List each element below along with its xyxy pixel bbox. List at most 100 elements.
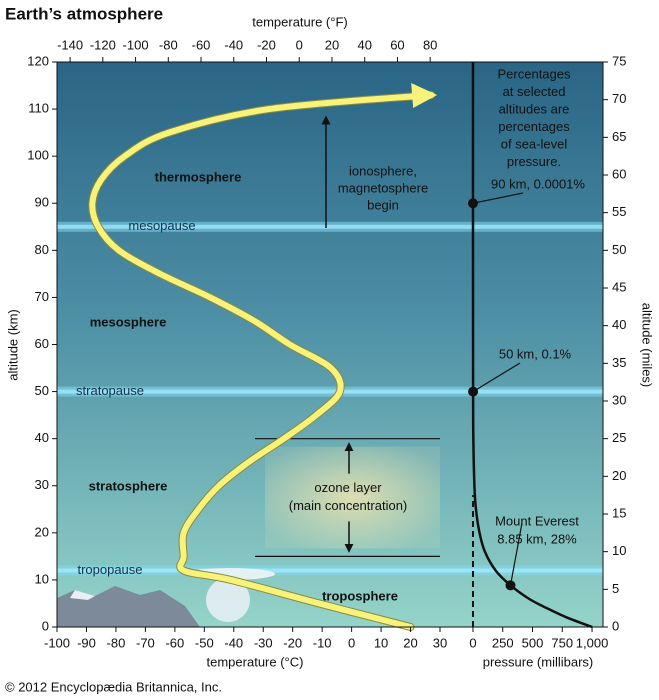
y-tick-label: 50 <box>35 383 49 398</box>
y-tick-label: 30 <box>35 477 49 492</box>
y2-tick-label: 55 <box>612 204 626 219</box>
layer-label: thermosphere <box>155 169 242 184</box>
y-tick-label: 90 <box>35 195 49 210</box>
y2-tick-label: 40 <box>612 317 626 332</box>
y2-tick-label: 70 <box>612 91 626 106</box>
x-tick-label: -70 <box>136 635 155 650</box>
x-tick-label: 20 <box>403 635 417 650</box>
x2-tick-label: 80 <box>423 37 437 52</box>
ionosphere-label: begin <box>367 197 399 212</box>
y2-tick-label: 65 <box>612 129 626 144</box>
x-tick-label: -50 <box>195 635 214 650</box>
boundary-label: mesopause <box>128 218 195 233</box>
x2-tick-label: -100 <box>123 37 149 52</box>
y2-axis-label: altitude (miles) <box>640 303 655 388</box>
temperature-line <box>89 91 435 630</box>
point-leader <box>472 192 524 204</box>
y-tick-label: 110 <box>28 101 49 116</box>
x-tick-label: -100 <box>44 635 70 650</box>
boundary-label: stratopause <box>76 383 144 398</box>
x-tick-label: 0 <box>348 635 355 650</box>
x-tick-label: -60 <box>165 635 184 650</box>
y2-tick-label: 15 <box>612 505 626 520</box>
copyright: © 2012 Encyclopædia Britannica, Inc. <box>5 679 222 694</box>
note: altitudes are <box>499 101 570 116</box>
x2-tick-label: -120 <box>90 37 116 52</box>
x2-tick-label: -20 <box>257 37 276 52</box>
point-label: 50 km, 0.1% <box>499 346 572 361</box>
y-tick-label: 80 <box>35 242 49 257</box>
layer-label: mesosphere <box>90 314 167 329</box>
pressure-axis-label: pressure (millibars) <box>483 654 594 669</box>
y2-tick-label: 20 <box>612 468 626 483</box>
y-tick-label: 100 <box>27 148 49 163</box>
note: pressure. <box>507 154 561 169</box>
ionosphere-label: ionosphere, <box>349 163 417 178</box>
pressure-tick-label: 1,000 <box>576 635 609 650</box>
y-axis-label: altitude (km) <box>5 309 20 381</box>
boundary-label: tropopause <box>77 562 142 577</box>
x2-tick-label: -80 <box>159 37 178 52</box>
y-tick-label: 0 <box>42 618 49 633</box>
pressure-tick-label: 0 <box>469 635 476 650</box>
title: Earth’s atmosphere <box>5 4 163 23</box>
y2-tick-label: 50 <box>612 242 626 257</box>
y-tick-label: 10 <box>35 571 49 586</box>
note: at selected <box>503 84 566 99</box>
y2-tick-label: 75 <box>612 53 626 68</box>
x-tick-label: -40 <box>224 635 243 650</box>
x-tick-label: -20 <box>283 635 302 650</box>
note: percentages <box>498 119 570 134</box>
pressure-point <box>505 580 516 591</box>
x2-tick-label: 60 <box>390 37 404 52</box>
x-tick-label: -10 <box>313 635 332 650</box>
layer-label: troposphere <box>322 588 398 603</box>
ozone-label: (main concentration) <box>289 498 408 513</box>
x2-tick-label: -140 <box>57 37 83 52</box>
y2-tick-label: 5 <box>612 581 619 596</box>
x2-tick-label: 0 <box>296 37 303 52</box>
pressure-point <box>467 198 478 209</box>
x-tick-label: -30 <box>254 635 273 650</box>
y2-tick-label: 60 <box>612 166 626 181</box>
note: Percentages <box>498 66 571 81</box>
boundary-core <box>57 568 603 573</box>
x-tick-label: 30 <box>433 635 447 650</box>
x2-tick-label: 20 <box>325 37 339 52</box>
x-tick-label: 10 <box>374 635 388 650</box>
snow <box>70 590 95 600</box>
ozone-label: ozone layer <box>314 480 382 495</box>
y2-tick-label: 45 <box>612 279 626 294</box>
temperature-arrowhead <box>411 82 438 108</box>
y2-tick-label: 35 <box>612 355 626 370</box>
note: of sea-level <box>501 136 568 151</box>
pressure-line <box>471 61 593 629</box>
x2-tick-label: 40 <box>357 37 371 52</box>
x-axis-label: temperature (°C) <box>207 654 304 669</box>
x2-tick-label: -40 <box>224 37 243 52</box>
y2-tick-label: 25 <box>612 430 626 445</box>
point-leader <box>472 362 521 393</box>
x2-axis-label: temperature (°F) <box>252 14 348 29</box>
y-tick-label: 60 <box>35 336 49 351</box>
y-tick-label: 20 <box>35 524 49 539</box>
cloud <box>206 578 250 622</box>
point-label: Mount Everest <box>495 513 579 528</box>
y2-tick-label: 30 <box>612 392 626 407</box>
pressure-point <box>468 386 479 397</box>
ozone-box <box>265 446 440 549</box>
point-leader <box>509 522 523 586</box>
boundary-core <box>57 224 603 229</box>
point-label: 8.85 km, 28% <box>497 531 577 546</box>
y-tick-label: 120 <box>27 53 49 68</box>
y-tick-label: 70 <box>35 289 49 304</box>
boundary-core <box>57 389 603 394</box>
pressure-tick-label: 750 <box>551 635 573 650</box>
layer-label: stratosphere <box>89 478 168 493</box>
pressure-tick-label: 250 <box>492 635 514 650</box>
y-tick-label: 40 <box>35 430 49 445</box>
y2-tick-label: 0 <box>612 618 619 633</box>
y2-tick-label: 10 <box>612 543 626 558</box>
x-tick-label: -80 <box>107 635 126 650</box>
ionosphere-label: magnetosphere <box>338 180 428 195</box>
